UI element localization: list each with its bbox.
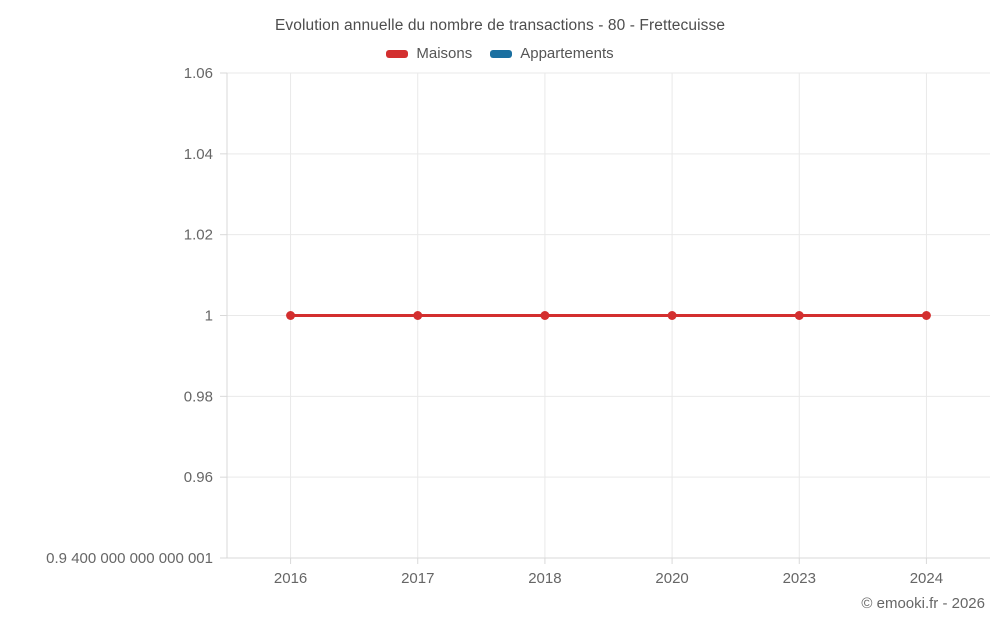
y-axis-label: 1.04: [184, 146, 213, 163]
legend-label-appartements: Appartements: [520, 45, 614, 62]
y-axis-label: 1.02: [184, 227, 213, 244]
legend-item-appartements[interactable]: Appartements: [490, 45, 614, 62]
appartements-swatch-icon: [490, 49, 513, 58]
data-point-maisons[interactable]: [413, 311, 423, 320]
x-axis-label: 2024: [910, 570, 943, 587]
data-point-maisons[interactable]: [921, 311, 931, 320]
x-axis-label: 2017: [401, 570, 434, 587]
data-point-maisons[interactable]: [794, 311, 804, 320]
y-axis-label: 0.9 400 000 000 000 001: [46, 550, 213, 567]
x-axis-label: 2023: [783, 570, 816, 587]
chart-title: Evolution annuelle du nombre de transact…: [274, 17, 726, 34]
data-point-maisons[interactable]: [286, 311, 296, 320]
x-axis-label: 2016: [274, 570, 307, 587]
legend: Maisons Appartements: [0, 45, 1000, 62]
y-axis-label: 1.06: [184, 65, 213, 82]
data-point-maisons[interactable]: [540, 311, 550, 320]
y-axis-label: 1: [205, 308, 213, 325]
legend-label-maisons: Maisons: [416, 45, 473, 62]
x-axis-label: 2018: [528, 570, 561, 587]
y-axis-label: 0.96: [184, 469, 213, 486]
data-point-maisons[interactable]: [667, 311, 677, 320]
maisons-swatch-icon: [386, 49, 409, 58]
legend-item-maisons[interactable]: Maisons: [386, 45, 472, 62]
chart-footer: © emooki.fr - 2026: [861, 595, 985, 612]
y-axis-label: 0.98: [184, 388, 213, 405]
x-axis-label: 2020: [655, 570, 688, 587]
